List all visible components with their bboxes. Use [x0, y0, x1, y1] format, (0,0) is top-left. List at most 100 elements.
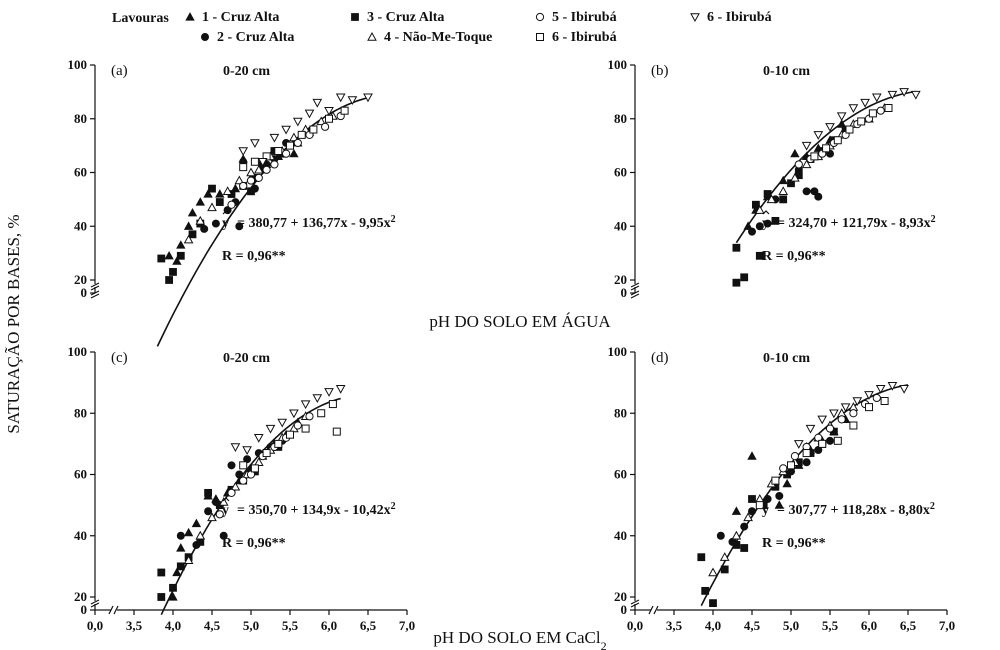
data-point — [779, 195, 788, 204]
legend-marker-2 — [200, 33, 209, 42]
data-point — [195, 197, 205, 206]
panel-a: 20 40 60 80 100 0 (a) 0-20 cm y = 380,77 + 136,77… — [68, 57, 396, 347]
data-point — [253, 164, 264, 174]
hat-icon — [762, 210, 770, 215]
y-tick-label: 20 — [614, 589, 627, 604]
legend-marker-7 — [690, 13, 700, 23]
r-value: R = 0,96** — [222, 249, 286, 264]
data-point — [731, 530, 742, 540]
equation-yhat: y — [222, 216, 229, 231]
data-point — [301, 424, 310, 433]
data-point — [732, 541, 741, 549]
data-point — [731, 506, 742, 515]
data-point — [300, 400, 311, 410]
data-point — [790, 172, 800, 182]
y-tick-label: 80 — [74, 405, 87, 420]
data-point — [176, 543, 186, 552]
data-point — [871, 93, 882, 103]
legend-label-3: 3 - Cruz Alta — [367, 10, 444, 25]
data-point — [250, 464, 259, 473]
x-tick-label: 6,0 — [321, 618, 337, 633]
equation-yhat: y — [762, 216, 769, 231]
equation-exponent: 2 — [391, 214, 396, 225]
equation: = 307,77 + 118,28x - 8,80x2 — [777, 501, 935, 519]
x-tick-label: 7,0 — [399, 618, 415, 633]
data-point — [857, 117, 866, 126]
data-point — [183, 555, 194, 564]
equation-text: = 380,77 + 136,77x - 9,95x — [237, 216, 391, 231]
data-point — [849, 421, 858, 430]
data-point — [818, 439, 827, 448]
x-tick-label: 5,5 — [282, 618, 299, 633]
data-point — [876, 106, 885, 115]
data-point — [292, 117, 303, 127]
data-point — [316, 116, 327, 126]
data-point — [282, 149, 291, 158]
equation-exponent: 2 — [391, 501, 396, 512]
data-point — [822, 144, 831, 153]
hat-icon — [762, 497, 770, 502]
y-axis-break — [630, 599, 640, 608]
data-point — [740, 522, 749, 531]
data-point — [157, 254, 166, 263]
y-tick-label: 60 — [614, 467, 627, 482]
series-square-open — [755, 397, 889, 510]
data-point — [242, 446, 252, 456]
data-point — [227, 488, 236, 497]
data-point — [219, 531, 228, 540]
y-tick-label: 20 — [74, 272, 87, 287]
x-tick-label: 4,0 — [705, 618, 721, 633]
data-point — [740, 273, 749, 282]
data-point — [305, 412, 314, 421]
x-tick-label: 0,0 — [87, 618, 103, 633]
data-point — [771, 216, 780, 225]
x-tick-label: 3,5 — [666, 618, 683, 633]
legend-marker-3 — [351, 13, 359, 21]
data-point — [748, 227, 757, 236]
legend-marker-1 — [185, 12, 195, 21]
legend: Lavouras 1 - Cruz Alta 2 - Cruz Alta 3 - C… — [112, 10, 772, 45]
data-point — [176, 240, 186, 249]
data-point — [253, 434, 264, 443]
data-point — [347, 96, 358, 105]
r-value: R = 0,96** — [762, 536, 826, 551]
data-point — [880, 397, 889, 405]
x-tick-label: 5,0 — [243, 618, 259, 633]
data-point — [910, 90, 921, 100]
data-point — [752, 200, 760, 209]
data-point — [262, 449, 271, 458]
data-point — [207, 512, 217, 522]
data-point — [234, 175, 245, 185]
data-point — [239, 181, 248, 191]
data-point — [293, 138, 302, 148]
data-point — [332, 427, 341, 436]
data-point — [845, 125, 854, 134]
data-point — [309, 125, 318, 134]
data-point — [779, 464, 788, 473]
data-point — [836, 112, 847, 122]
x-axis-break — [648, 605, 659, 615]
y-tick-label: 80 — [74, 111, 87, 126]
corner-break — [630, 290, 640, 299]
data-point — [708, 567, 718, 577]
y-tick-label-zero: 0 — [81, 285, 88, 300]
data-point — [165, 276, 174, 284]
data-point — [701, 586, 710, 595]
data-point — [837, 415, 846, 424]
panel-label: (b) — [651, 63, 669, 79]
x-tick-label: 7,0 — [939, 618, 955, 633]
data-point — [188, 230, 197, 239]
data-point — [771, 476, 780, 485]
y-tick-label: 60 — [614, 165, 627, 180]
series-square-open — [239, 106, 349, 172]
data-point — [766, 194, 777, 204]
data-point — [825, 424, 835, 433]
data-point — [304, 109, 315, 119]
data-point — [270, 160, 279, 169]
panel-d: 20 40 60 80 100 00,0 3,5 4,0 4,5 5,0 5,5 6,0 6,5 7,0 (… — [608, 344, 956, 633]
legend-label-7: 6 - Ibirubá — [707, 10, 772, 25]
equation-exponent: 2 — [930, 501, 935, 512]
legend-label-2: 2 - Cruz Alta — [217, 30, 294, 45]
panel-title: 0-10 cm — [763, 64, 810, 79]
